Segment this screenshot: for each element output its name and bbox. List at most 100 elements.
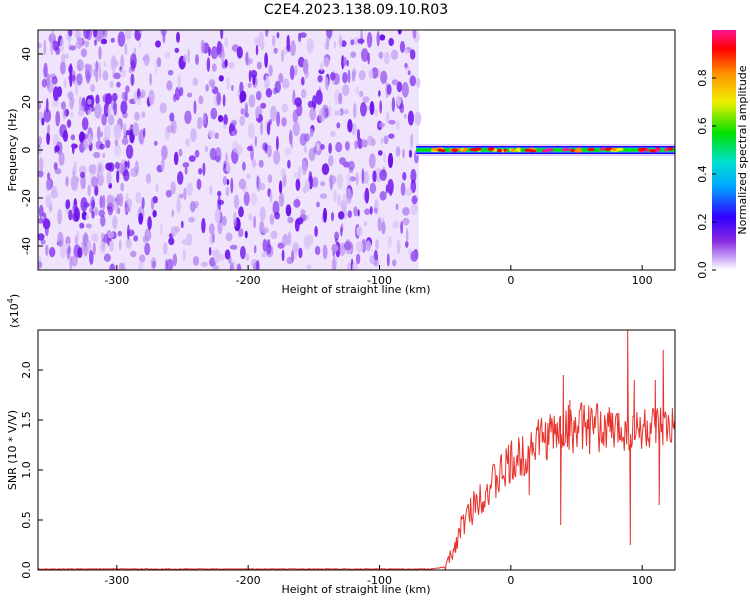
- noise-blob: [403, 113, 407, 119]
- noise-blob: [54, 147, 57, 154]
- noise-blob: [274, 80, 281, 93]
- signal-peak: [615, 147, 624, 151]
- noise-blob: [248, 69, 252, 83]
- signal-peak: [561, 148, 571, 152]
- noise-blob: [359, 90, 364, 98]
- noise-blob: [410, 168, 417, 184]
- noise-blob: [334, 231, 339, 241]
- noise-blob: [357, 38, 365, 44]
- noise-blob: [353, 206, 358, 217]
- noise-blob: [309, 107, 317, 121]
- noise-blob: [125, 238, 132, 249]
- noise-blob: [225, 152, 228, 165]
- noise-blob: [379, 100, 383, 114]
- noise-blob: [200, 39, 205, 54]
- signal-peak: [544, 148, 554, 152]
- noise-blob: [377, 68, 381, 78]
- noise-blob: [95, 60, 99, 73]
- noise-blob: [232, 140, 239, 153]
- noise-blob: [112, 92, 118, 102]
- noise-blob: [396, 95, 402, 107]
- noise-blob: [226, 76, 231, 90]
- noise-blob: [270, 230, 278, 240]
- signal-peak: [510, 148, 515, 152]
- noise-blob: [70, 111, 74, 118]
- colorbar-tick-label: 0.2: [696, 213, 709, 231]
- noise-blob: [186, 182, 193, 196]
- signal-peak: [451, 148, 459, 152]
- noise-blob: [192, 256, 200, 266]
- x-tick-label: 0: [507, 274, 514, 287]
- noise-blob: [383, 51, 390, 65]
- noise-blob: [76, 59, 84, 72]
- noise-blob: [113, 124, 119, 139]
- noise-blob: [170, 181, 176, 195]
- noise-blob: [155, 183, 159, 193]
- noise-blob: [99, 195, 103, 209]
- noise-blob: [65, 176, 69, 187]
- noise-blob: [369, 255, 376, 264]
- signal-peak: [611, 147, 618, 151]
- noise-blob: [94, 206, 98, 216]
- noise-blob: [299, 133, 307, 146]
- signal-peak: [600, 147, 605, 151]
- noise-blob: [273, 47, 278, 54]
- noise-blob: [61, 53, 66, 64]
- noise-blob: [388, 133, 395, 139]
- noise-blob: [239, 81, 244, 94]
- x-tick-label: -300: [104, 574, 129, 587]
- y-tick-label: 2.0: [20, 361, 33, 379]
- noise-blob: [379, 191, 387, 201]
- noise-blob: [65, 236, 71, 246]
- noise-blob: [365, 240, 372, 252]
- spectrogram-y-label: Frequency (Hz): [6, 109, 19, 192]
- noise-blob: [402, 148, 405, 159]
- signal-peak: [488, 147, 493, 151]
- noise-blob: [79, 105, 85, 117]
- noise-blob: [353, 102, 357, 119]
- noise-blob: [409, 49, 416, 60]
- y-tick-label: 40: [20, 47, 33, 61]
- noise-blob: [236, 263, 242, 270]
- noise-blob: [391, 79, 399, 86]
- snr-line: [38, 330, 675, 570]
- noise-blob: [238, 178, 247, 190]
- noise-blob: [387, 178, 394, 195]
- noise-blob: [166, 258, 174, 270]
- noise-blob: [229, 244, 238, 250]
- noise-blob: [262, 142, 269, 151]
- noise-blob: [266, 121, 271, 136]
- noise-blob: [361, 48, 369, 62]
- noise-blob: [92, 30, 98, 38]
- noise-blob: [59, 124, 67, 138]
- noise-blob: [269, 190, 273, 203]
- noise-blob: [222, 216, 227, 226]
- noise-blob: [217, 219, 223, 235]
- noise-blob: [84, 40, 90, 48]
- noise-blob: [282, 173, 287, 187]
- noise-blob: [38, 42, 42, 49]
- noise-blob: [78, 96, 82, 108]
- noise-blob: [255, 90, 262, 101]
- noise-blob: [141, 111, 146, 118]
- noise-blob: [40, 239, 46, 245]
- snr-exponent-close: ): [8, 294, 21, 298]
- noise-blob: [380, 137, 384, 145]
- noise-blob: [377, 150, 383, 156]
- noise-blob: [411, 195, 418, 205]
- noise-blob: [219, 253, 225, 262]
- noise-blob: [346, 59, 349, 67]
- noise-blob: [195, 54, 199, 66]
- noise-blob: [88, 164, 95, 174]
- noise-blob: [50, 190, 58, 199]
- noise-blob: [233, 211, 237, 228]
- noise-blob: [276, 32, 280, 39]
- noise-blob: [171, 209, 175, 218]
- signal-peak: [664, 148, 669, 152]
- noise-blob: [201, 217, 206, 234]
- noise-blob: [373, 207, 378, 214]
- noise-blob: [118, 262, 124, 270]
- noise-blob: [63, 77, 67, 89]
- noise-blob: [109, 263, 116, 270]
